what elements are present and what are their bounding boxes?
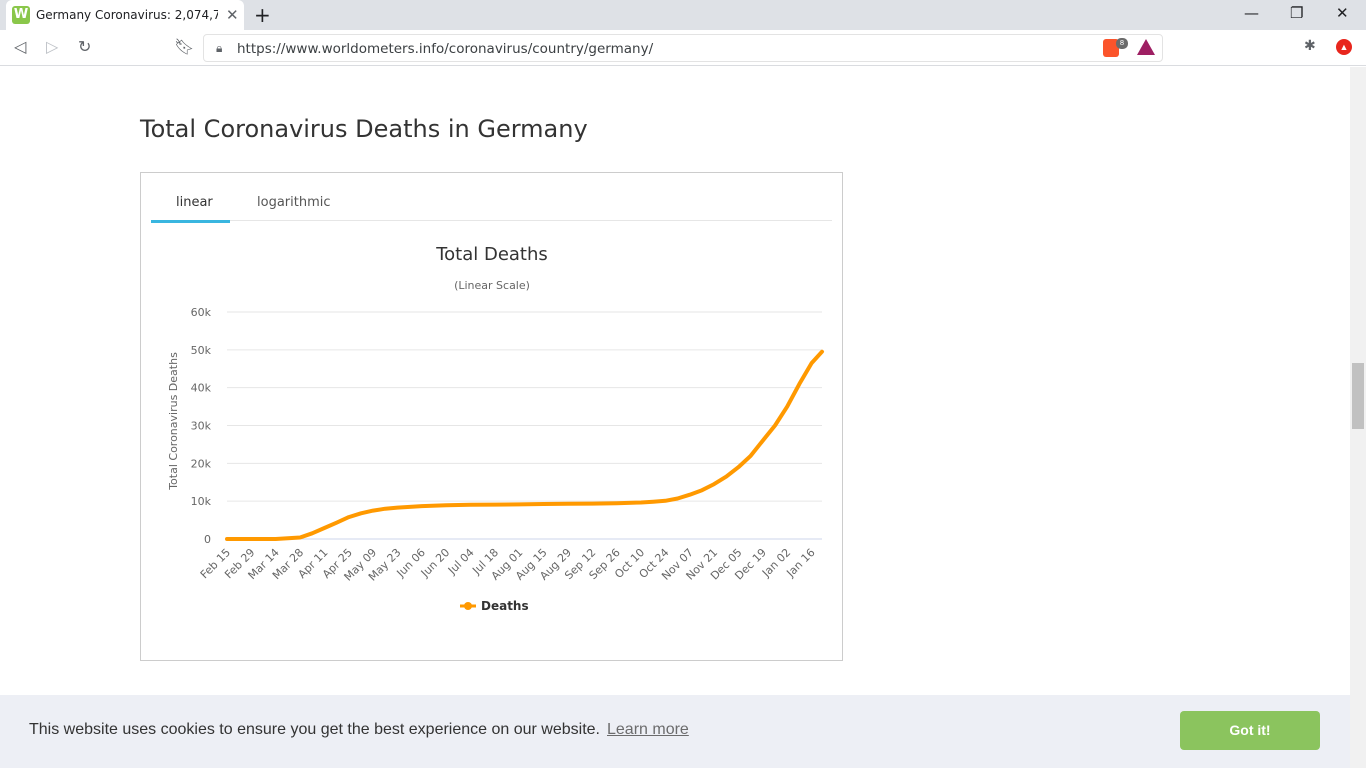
- deaths-chart: Total Deaths (Linear Scale) Total Corona…: [167, 244, 824, 613]
- reload-icon[interactable]: ↻: [78, 37, 92, 56]
- scrollbar-thumb[interactable]: [1352, 363, 1364, 429]
- back-icon[interactable]: ◁: [14, 37, 27, 56]
- close-tab-icon[interactable]: ✕: [226, 6, 239, 24]
- worldometers-favicon-icon: W: [12, 6, 30, 24]
- tab-strip: W Germany Coronavirus: 2,074,753 C ✕ + —…: [0, 0, 1366, 30]
- active-tab-indicator: [151, 220, 230, 223]
- tab-title: Germany Coronavirus: 2,074,753 C: [36, 8, 218, 22]
- got-it-button[interactable]: Got it!: [1180, 711, 1320, 750]
- y-tick-label: 40k: [191, 382, 212, 395]
- brave-shield-icon[interactable]: [1103, 39, 1119, 57]
- legend-symbol-dot: [464, 602, 472, 610]
- url-text[interactable]: https://www.worldometers.info/coronaviru…: [237, 41, 654, 57]
- cookie-message: This website uses cookies to ensure you …: [29, 721, 600, 738]
- tab-linear[interactable]: linear: [176, 195, 213, 210]
- cookie-banner: This website uses cookies to ensure you …: [0, 695, 1350, 768]
- y-tick-label: 50k: [191, 344, 212, 357]
- browser-tab[interactable]: W Germany Coronavirus: 2,074,753 C ✕: [6, 0, 244, 30]
- new-tab-icon[interactable]: +: [254, 3, 271, 27]
- lock-icon[interactable]: 🔒︎: [216, 41, 223, 55]
- extension-icon[interactable]: ▲: [1336, 39, 1352, 55]
- page-scrollbar[interactable]: [1350, 67, 1366, 768]
- deaths-series-line: [225, 349, 824, 541]
- y-tick-label: 10k: [191, 495, 212, 508]
- y-tick-label: 60k: [191, 306, 212, 319]
- close-window-icon[interactable]: ✕: [1336, 4, 1349, 22]
- bookmark-icon[interactable]: 🔖︎: [174, 37, 195, 56]
- bat-icon[interactable]: [1137, 39, 1155, 55]
- tabs-divider: [151, 220, 832, 221]
- legend-deaths[interactable]: Deaths: [481, 599, 529, 613]
- chart-subtitle: (Linear Scale): [454, 279, 530, 292]
- minimize-icon[interactable]: —: [1244, 4, 1259, 22]
- x-tick-label: Jul 04: [445, 546, 477, 578]
- address-bar[interactable]: 🔒︎ https://www.worldometers.info/coronav…: [203, 34, 1163, 62]
- y-axis-label: Total Coronavirus Deaths: [167, 352, 180, 491]
- browser-toolbar: ◁ ▷ ↻ 🔖︎ 🔒︎ https://www.worldometers.inf…: [0, 30, 1366, 66]
- restore-icon[interactable]: ❐: [1290, 4, 1304, 22]
- y-tick-label: 0: [204, 533, 211, 546]
- tab-logarithmic[interactable]: logarithmic: [257, 195, 331, 210]
- forward-icon[interactable]: ▷: [46, 37, 59, 56]
- chart-container: linear logarithmic Total Deaths (Linear …: [140, 172, 843, 661]
- chart-title: Total Deaths: [435, 244, 548, 265]
- extensions-icon[interactable]: ✱: [1304, 38, 1316, 54]
- section-title: Total Coronavirus Deaths in Germany: [140, 115, 588, 143]
- brave-shield-count: 8: [1116, 38, 1128, 49]
- y-tick-label: 30k: [191, 420, 212, 433]
- learn-more-link[interactable]: Learn more: [607, 721, 689, 738]
- y-tick-label: 20k: [191, 457, 212, 470]
- page-content: Total Coronavirus Deaths in Germany line…: [0, 67, 1350, 768]
